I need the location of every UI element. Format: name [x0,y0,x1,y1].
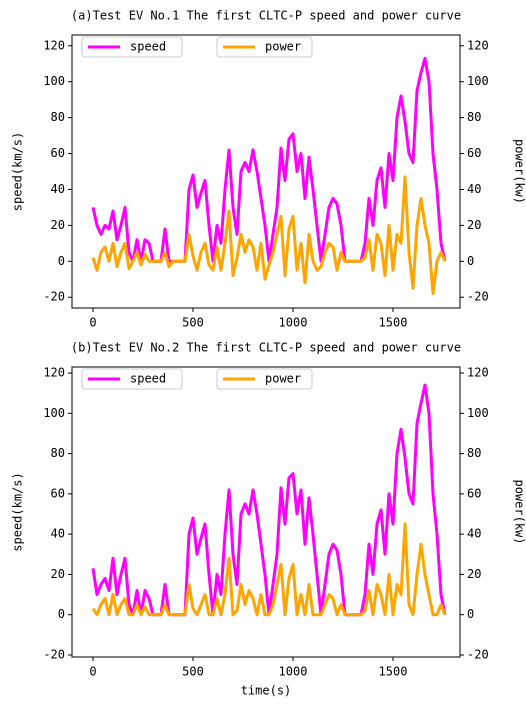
y-tick-label: 0 [58,607,65,621]
y2-tick-label: 100 [467,406,489,420]
y-tick-label: 40 [51,182,65,196]
y2-tick-label: 0 [467,607,474,621]
y-tick-label: -20 [43,647,65,661]
plot-area [91,56,447,296]
y-tick-label: 60 [51,486,65,500]
y-tick-label: 20 [51,567,65,581]
y2-tick-label: 20 [467,567,481,581]
y2-tick-label: 20 [467,218,481,232]
y2-tick-label: 60 [467,486,481,500]
chart-title: (b)Test EV No.2 The first CLTC-P speed a… [71,341,461,355]
legend-box [81,36,183,58]
legend-label: speed [130,372,166,386]
legend-box [81,368,183,390]
legend-box [216,36,313,58]
y-tick-label: 20 [51,218,65,232]
y-tick-label: 100 [43,406,65,420]
axes-frame [71,366,461,658]
y2-tick-label: 100 [467,74,489,88]
legend-label: speed [130,40,166,54]
y2-tick-label: -20 [467,647,489,661]
axes-frame [71,34,461,309]
x-tick-label: 1500 [379,316,408,330]
y2-axis-label: power(kw) [513,479,526,544]
y2-tick-label: 80 [467,446,481,460]
chart-title: (a)Test EV No.1 The first CLTC-P speed a… [71,9,461,23]
y-tick-label: 60 [51,146,65,160]
data-line [91,522,447,617]
y2-tick-label: 60 [467,146,481,160]
y-tick-label: -20 [43,290,65,304]
x-tick-label: 0 [89,316,96,330]
y-tick-label: 0 [58,254,65,268]
y2-tick-label: -20 [467,290,489,304]
x-tick-label: 1000 [279,316,308,330]
y2-tick-label: 80 [467,110,481,124]
y2-tick-label: 120 [467,38,489,52]
data-line [91,175,447,296]
y-axis-label: speed(km/s) [11,132,25,211]
y-tick-label: 120 [43,366,65,380]
y2-tick-label: 0 [467,254,474,268]
y-tick-label: 120 [43,38,65,52]
data-line [91,56,447,263]
y-axis-label: speed(km/s) [11,472,25,551]
x-tick-label: 1500 [379,665,408,679]
y2-tick-label: 40 [467,527,481,541]
legend-label: power [265,372,301,386]
x-tick-label: 0 [89,665,96,679]
y-tick-label: 80 [51,446,65,460]
x-tick-label: 500 [182,665,204,679]
y2-axis-label: power(kw) [513,139,526,204]
data-line [91,383,447,617]
legend-label: power [265,40,301,54]
x-tick-label: 500 [182,316,204,330]
y-tick-label: 100 [43,74,65,88]
x-tick-label: 1000 [279,665,308,679]
legend-box [216,368,313,390]
y2-tick-label: 120 [467,366,489,380]
y-tick-label: 40 [51,527,65,541]
plot-area [91,383,447,617]
y-tick-label: 80 [51,110,65,124]
x-axis-label: time(s) [241,684,292,698]
y2-tick-label: 40 [467,182,481,196]
